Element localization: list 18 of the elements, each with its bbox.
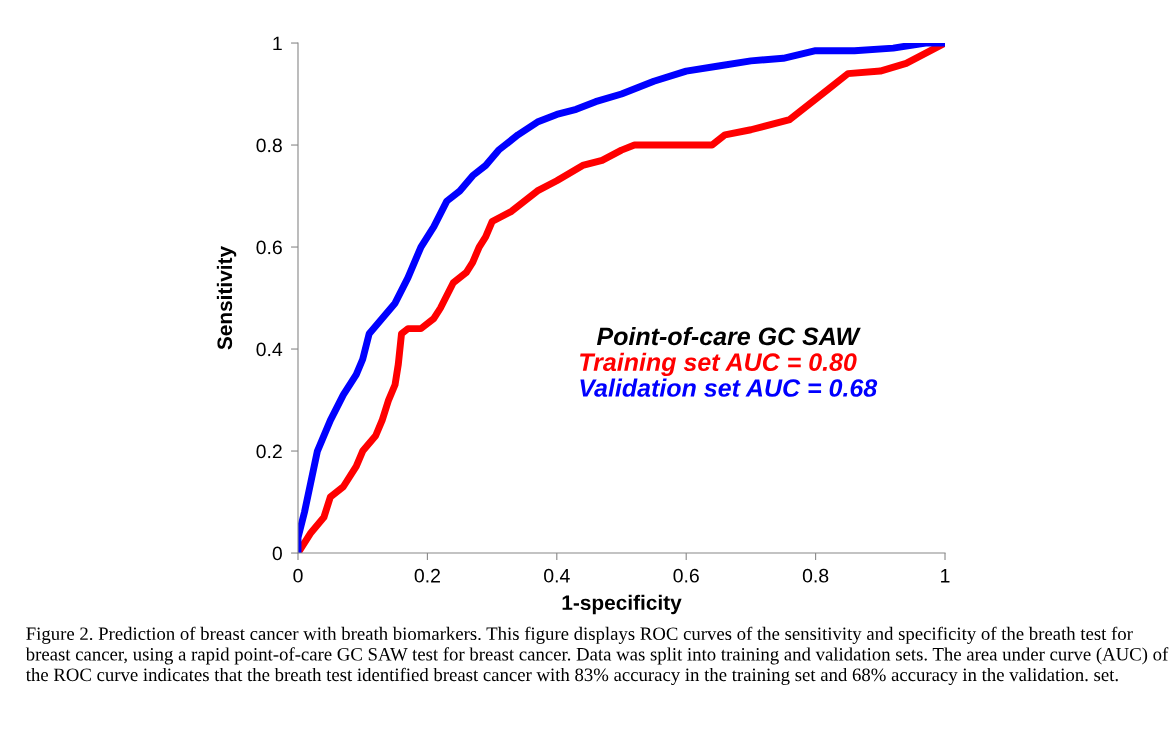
x-tick-label: 0 <box>293 568 303 583</box>
y-tick-label: 0 <box>272 546 282 561</box>
x-tick-label: 0.6 <box>673 568 699 583</box>
y-tick-label: 0.4 <box>256 342 283 357</box>
text: Validation set AUC = 0.68 <box>580 378 878 397</box>
y-tick-label: 0.6 <box>256 240 282 255</box>
x-tick-label: 0.2 <box>414 568 440 583</box>
x-tick-label: 1 <box>941 569 950 583</box>
x-tick-label: 0.8 <box>802 568 829 583</box>
caption: Figure 2. Prediction of breast cancer with breath biomarkers. This figure displays ROC curves of the sensitivity and specificity of the breath test for breast cancer, using a rapid point-of-care GC SAW test for breast cancer. Data was split into training and validation sets. The area under curve (AUC) of the ROC curve indicates that the breath test identified breast cancer with 83% accuracy in the training set and 68% accuracy in the validation. set. <box>25 626 1169 685</box>
text: Training set AUC = 0.80 <box>580 352 857 376</box>
legend-title: Point-of-care GC SAW <box>596 326 861 346</box>
y-tick-label: 0.8 <box>256 138 282 153</box>
x-axis-title: 1-specificity <box>562 594 682 615</box>
y-tick-label: 1 <box>273 36 282 51</box>
x-tick-label: 0.4 <box>544 568 570 583</box>
y-axis-title: Sensitivity <box>216 246 237 350</box>
y-tick-label: 0.2 <box>256 444 282 459</box>
